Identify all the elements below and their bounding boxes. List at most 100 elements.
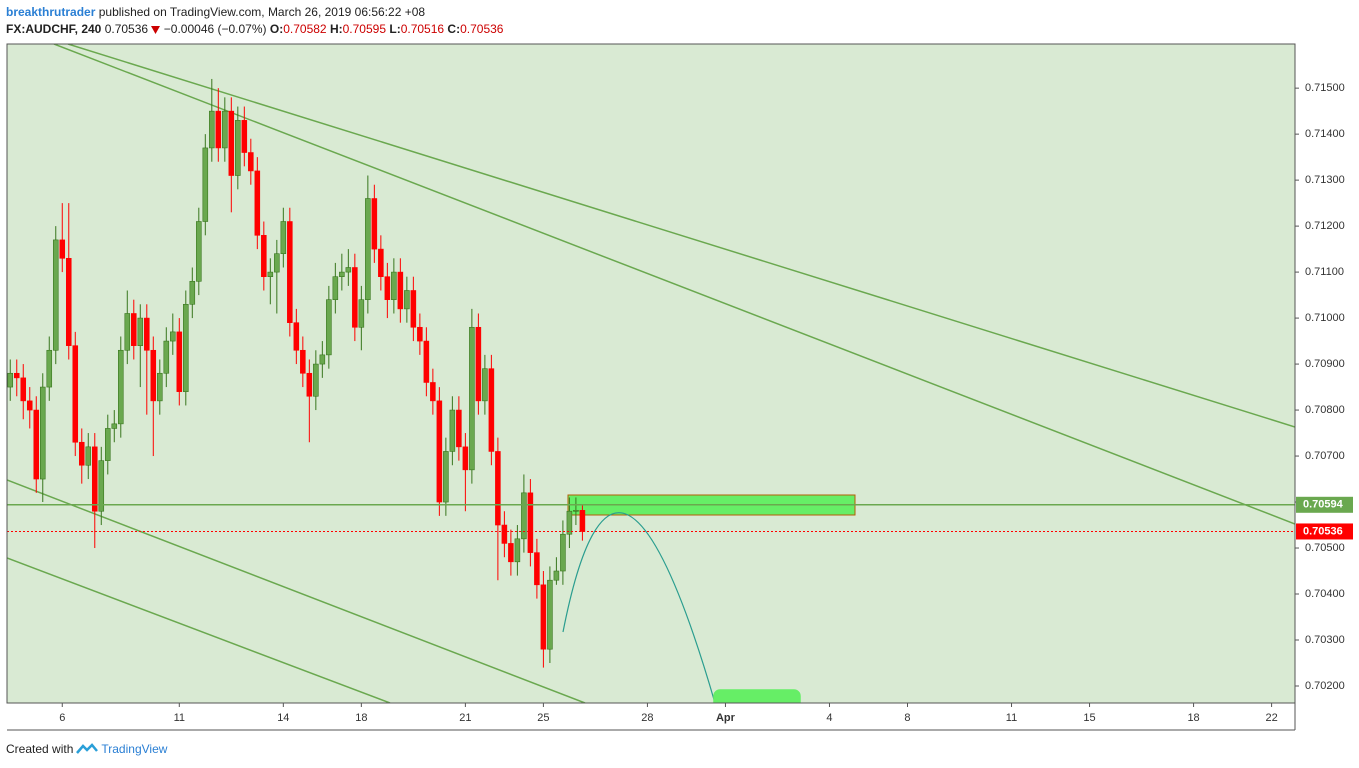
- high: 0.70595: [342, 22, 387, 36]
- low: 0.70516: [400, 22, 445, 36]
- x-tick-label: 21: [459, 712, 471, 724]
- candle-body: [287, 221, 293, 323]
- candle-body: [469, 326, 475, 471]
- candle-body: [26, 400, 33, 411]
- candle-body: [475, 326, 482, 402]
- candle-body: [527, 492, 534, 553]
- candle-body: [339, 271, 345, 277]
- candle-body: [118, 349, 124, 425]
- candle-body: [495, 451, 501, 526]
- candle-body: [352, 267, 358, 328]
- projection-curve: [562, 512, 716, 703]
- candle-body: [332, 276, 339, 300]
- last: 0.70536: [104, 22, 149, 36]
- candle-body: [436, 400, 443, 503]
- candle-body: [33, 409, 40, 480]
- candle-body: [228, 110, 235, 176]
- down-arrow: [151, 25, 161, 34]
- candle-body: [501, 524, 508, 544]
- candle-body: [514, 538, 521, 563]
- candle-body: [52, 239, 59, 351]
- plot-area: [7, 44, 1295, 703]
- y-tick-label: 0.71200: [1305, 220, 1345, 232]
- x-tick-label: Apr: [716, 712, 736, 724]
- close: 0.70536: [460, 22, 504, 36]
- candle-body: [553, 570, 560, 581]
- x-tick-label: 22: [1265, 712, 1277, 724]
- x-tick-label: 28: [641, 712, 653, 724]
- x-tick-label: 4: [826, 712, 832, 724]
- l-label: L:: [389, 22, 401, 36]
- candle-body: [326, 299, 332, 356]
- candle-body: [85, 446, 92, 466]
- candle-body: [345, 267, 352, 273]
- candle-body: [293, 322, 300, 351]
- candle-body: [98, 460, 105, 512]
- candle-body: [46, 349, 53, 388]
- candle-body: [404, 290, 410, 310]
- candle-body: [59, 239, 66, 259]
- candle-body: [176, 331, 183, 392]
- candle-body: [482, 368, 488, 402]
- candle-body: [131, 313, 137, 346]
- x-tick-label: 11: [174, 712, 185, 724]
- candle-body: [196, 221, 202, 282]
- candle-body: [144, 317, 150, 351]
- candle-body: [170, 331, 176, 342]
- candle-body: [241, 120, 248, 153]
- x-tick-label: 11: [1006, 712, 1017, 724]
- target-box: [713, 689, 801, 703]
- footer: Created with TradingView: [6, 742, 167, 756]
- candle-body: [13, 372, 20, 379]
- candle-body: [261, 235, 267, 277]
- candle-body: [65, 258, 72, 346]
- x-tick-label: 18: [1187, 712, 1199, 724]
- last-price-label-box: [1296, 523, 1353, 540]
- y-tick-label: 0.71000: [1305, 312, 1345, 324]
- candle-body: [222, 110, 228, 149]
- candle-body: [215, 110, 222, 149]
- candle-body: [488, 368, 495, 452]
- y-tick-label: 0.70500: [1305, 542, 1345, 554]
- y-tick-label: 0.71400: [1305, 128, 1345, 140]
- author[interactable]: breakthrutrader: [6, 5, 96, 19]
- y-tick-label: 0.70300: [1305, 634, 1345, 646]
- candle-body: [371, 198, 378, 250]
- published: published on TradingView.com, March 26, …: [98, 5, 426, 19]
- y-tick-label: 0.70700: [1305, 450, 1345, 462]
- x-tick-label: 14: [277, 712, 289, 724]
- h-label: H:: [329, 22, 343, 36]
- candle-body: [573, 510, 579, 512]
- candle-body: [280, 221, 287, 255]
- level-label-box: [1296, 496, 1353, 513]
- candle-body: [456, 409, 462, 448]
- candle-body: [300, 349, 306, 374]
- candle-body: [20, 377, 27, 402]
- brand[interactable]: TradingView: [101, 742, 168, 756]
- open: 0.70582: [283, 22, 327, 36]
- candle-body: [248, 152, 254, 172]
- candle-body: [189, 280, 196, 305]
- candle-body: [423, 340, 430, 383]
- candle-body: [72, 345, 79, 443]
- candle-body: [430, 382, 436, 402]
- candle-body: [319, 354, 326, 365]
- candle-body: [566, 510, 573, 535]
- logo: [76, 743, 99, 754]
- candle-body: [560, 533, 566, 572]
- x-tick-label: 25: [537, 712, 549, 724]
- candle-body: [417, 326, 423, 342]
- candle-body: [92, 446, 98, 512]
- trend-line: [7, 557, 391, 703]
- x-tick-label: 18: [355, 712, 367, 724]
- candle-body: [521, 492, 527, 540]
- candle-body: [254, 170, 261, 236]
- y-tick-label: 0.71300: [1305, 174, 1345, 186]
- last-price-label: 0.70536: [1303, 525, 1343, 537]
- candle-body: [462, 446, 469, 471]
- candle-body: [235, 120, 241, 176]
- candle-body: [7, 372, 14, 388]
- candle-body: [105, 428, 111, 461]
- y-tick-label: 0.71100: [1305, 266, 1344, 278]
- candle-body: [410, 290, 417, 328]
